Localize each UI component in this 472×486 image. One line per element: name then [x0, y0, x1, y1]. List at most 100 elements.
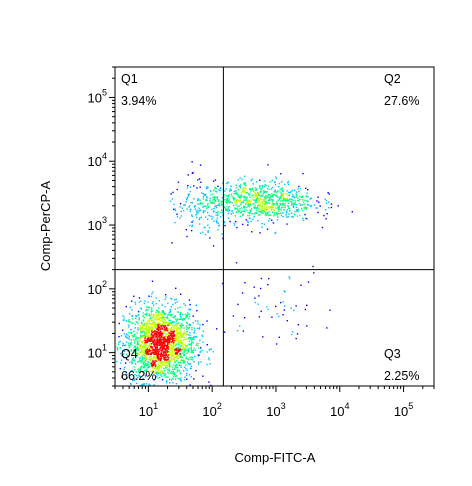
event-dot	[180, 380, 182, 382]
event-dot	[173, 326, 175, 328]
event-dot	[171, 336, 173, 338]
event-dot	[244, 211, 246, 213]
event-dot	[165, 364, 167, 367]
event-dot	[180, 345, 182, 347]
event-dot	[184, 349, 186, 352]
event-dot	[135, 315, 138, 317]
event-dot	[158, 359, 160, 361]
event-dot	[137, 376, 139, 379]
event-dot	[131, 370, 133, 372]
event-dot	[139, 351, 141, 353]
event-dot	[274, 232, 276, 235]
event-dot	[170, 322, 172, 324]
event-dot	[244, 209, 246, 211]
event-dot	[275, 212, 278, 214]
event-dot	[146, 334, 148, 336]
event-dot	[146, 362, 148, 364]
event-dot	[140, 327, 142, 329]
event-dot	[167, 317, 169, 320]
event-dot	[261, 226, 263, 228]
event-dot	[144, 337, 146, 339]
event-dot	[244, 175, 246, 177]
event-dot	[190, 346, 192, 349]
event-dot	[276, 214, 278, 216]
event-dot	[306, 200, 308, 202]
event-dot	[156, 367, 159, 370]
event-dot	[160, 365, 162, 367]
event-dot	[269, 206, 272, 208]
event-dot	[171, 337, 173, 340]
event-dot	[273, 214, 276, 216]
event-dot	[184, 330, 186, 333]
event-dot	[243, 182, 245, 185]
event-dot	[160, 358, 162, 360]
event-dot	[250, 220, 252, 223]
event-dot	[121, 354, 123, 357]
event-dot	[235, 220, 237, 223]
event-dot	[285, 200, 287, 202]
event-dot	[173, 352, 175, 354]
event-dot	[128, 336, 130, 338]
event-dot	[263, 223, 266, 226]
event-dot	[247, 202, 249, 204]
event-dot	[246, 201, 248, 203]
event-dot	[260, 310, 262, 312]
event-dot	[146, 332, 148, 335]
y-tick-label: 101	[88, 343, 107, 361]
event-dot	[258, 316, 261, 318]
event-dot	[174, 378, 177, 380]
event-dot	[150, 345, 153, 348]
event-dot	[175, 349, 177, 351]
event-dot	[120, 359, 123, 361]
event-dot	[137, 368, 139, 370]
event-dot	[198, 207, 200, 209]
event-dot	[186, 197, 188, 199]
event-dot	[233, 192, 235, 195]
event-dot	[184, 334, 187, 336]
event-dot	[177, 351, 179, 353]
event-dot	[146, 353, 148, 355]
event-dot	[169, 351, 171, 353]
event-dot	[189, 367, 192, 370]
event-dot	[160, 332, 162, 334]
event-dot	[307, 200, 309, 203]
event-dot	[155, 313, 157, 315]
event-dot	[234, 215, 237, 217]
event-dot	[145, 368, 147, 371]
event-dot	[283, 198, 285, 200]
event-dot	[154, 317, 156, 320]
event-dot	[164, 344, 166, 347]
event-dot	[144, 357, 147, 359]
event-dot	[165, 353, 167, 356]
event-dot	[280, 194, 283, 196]
event-dot	[282, 194, 284, 197]
event-dot	[175, 343, 178, 345]
event-dot	[235, 186, 238, 189]
event-dot	[174, 315, 176, 317]
event-dot	[172, 341, 174, 343]
event-dot	[235, 201, 238, 203]
event-dot	[192, 220, 194, 222]
event-dot	[151, 322, 153, 324]
event-dot	[145, 347, 147, 349]
event-dot	[155, 353, 157, 355]
event-dot	[167, 354, 170, 356]
event-dot	[199, 223, 201, 225]
event-dot	[253, 206, 255, 208]
event-dot	[288, 207, 291, 210]
event-dot	[174, 348, 176, 350]
event-dot	[203, 205, 205, 207]
event-dot	[226, 209, 228, 211]
event-dot	[187, 351, 189, 353]
event-dot	[150, 370, 152, 372]
event-dot	[261, 210, 264, 212]
event-dot	[275, 343, 278, 345]
event-dot	[161, 336, 163, 338]
event-dot	[163, 312, 166, 315]
event-dot	[270, 188, 273, 190]
event-dot	[191, 356, 193, 359]
event-dot	[285, 192, 288, 195]
event-dot	[200, 361, 202, 363]
event-dot	[158, 344, 161, 346]
event-dot	[313, 204, 316, 206]
